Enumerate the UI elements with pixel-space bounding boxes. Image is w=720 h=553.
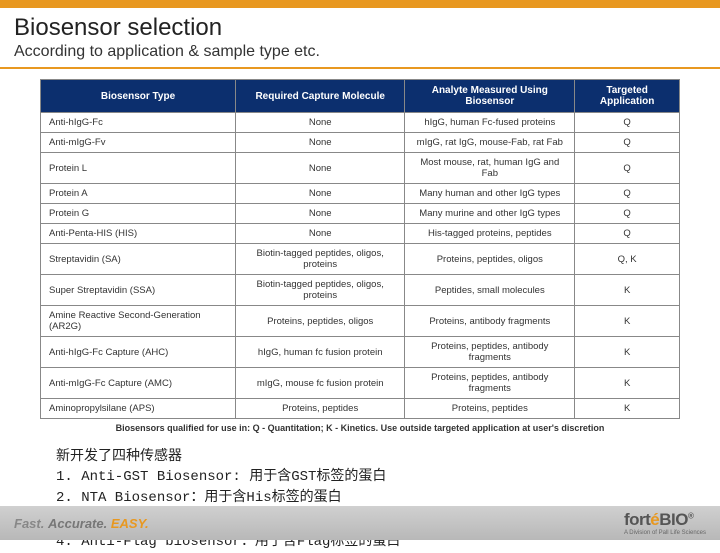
table-cell: None: [236, 204, 405, 224]
table-cell: Amine Reactive Second-Generation (AR2G): [41, 306, 236, 337]
table-row: Streptavidin (SA)Biotin-tagged peptides,…: [41, 244, 680, 275]
header-divider: [0, 67, 720, 69]
col-application: Targeted Application: [575, 80, 680, 113]
table-cell: hIgG, human Fc-fused proteins: [405, 113, 575, 133]
table-cell: K: [575, 368, 680, 399]
table-cell: Anti-hIgG-Fc: [41, 113, 236, 133]
table-cell: Anti-mIgG-Fc Capture (AMC): [41, 368, 236, 399]
table-cell: Proteins, peptides: [405, 399, 575, 419]
table-cell: Proteins, peptides, antibody fragments: [405, 368, 575, 399]
col-analyte: Analyte Measured Using Biosensor: [405, 80, 575, 113]
table-cell: Q: [575, 224, 680, 244]
table-cell: None: [236, 133, 405, 153]
table-cell: Anti-mIgG-Fv: [41, 133, 236, 153]
table-cell: K: [575, 399, 680, 419]
table-cell: Q: [575, 204, 680, 224]
table-caption: Biosensors qualified for use in: Q - Qua…: [40, 423, 680, 433]
table-cell: Q: [575, 133, 680, 153]
table-cell: None: [236, 113, 405, 133]
table-cell: Many murine and other IgG types: [405, 204, 575, 224]
table-cell: Proteins, peptides, antibody fragments: [405, 337, 575, 368]
table-cell: Protein G: [41, 204, 236, 224]
table-cell: Proteins, peptides, oligos: [236, 306, 405, 337]
table-cell: Peptides, small molecules: [405, 275, 575, 306]
logo-pre: fort: [624, 510, 650, 529]
table-cell: Biotin-tagged peptides, oligos, proteins: [236, 244, 405, 275]
table-cell: Super Streptavidin (SSA): [41, 275, 236, 306]
table-row: Anti-hIgG-Fc Capture (AHC)hIgG, human fc…: [41, 337, 680, 368]
footer-bar: Fast. Accurate. EASY. fortéBIO® A Divisi…: [0, 506, 720, 540]
table-cell: Streptavidin (SA): [41, 244, 236, 275]
top-accent-bar: [0, 0, 720, 8]
table-container: Biosensor Type Required Capture Molecule…: [0, 79, 720, 433]
tagline-accurate: Accurate.: [48, 516, 107, 531]
table-row: Anti-hIgG-FcNonehIgG, human Fc-fused pro…: [41, 113, 680, 133]
list-item: 1. Anti-GST Biosensor: 用于含GST标签的蛋白: [56, 467, 664, 489]
table-cell: Anti-hIgG-Fc Capture (AHC): [41, 337, 236, 368]
header: Biosensor selection According to applica…: [0, 8, 720, 64]
table-cell: Most mouse, rat, human IgG and Fab: [405, 153, 575, 184]
table-cell: K: [575, 337, 680, 368]
col-biosensor-type: Biosensor Type: [41, 80, 236, 113]
table-row: Anti-mIgG-Fc Capture (AMC)mIgG, mouse fc…: [41, 368, 680, 399]
table-cell: Protein L: [41, 153, 236, 184]
logo-block: fortéBIO® A Division of Pall Life Scienc…: [624, 510, 706, 536]
table-cell: None: [236, 153, 405, 184]
table-cell: Anti-Penta-HIS (HIS): [41, 224, 236, 244]
page-title: Biosensor selection: [14, 14, 706, 42]
table-header-row: Biosensor Type Required Capture Molecule…: [41, 80, 680, 113]
table-row: Super Streptavidin (SSA)Biotin-tagged pe…: [41, 275, 680, 306]
table-cell: K: [575, 275, 680, 306]
table-cell: None: [236, 184, 405, 204]
table-cell: His-tagged proteins, peptides: [405, 224, 575, 244]
table-cell: Many human and other IgG types: [405, 184, 575, 204]
table-cell: Q: [575, 153, 680, 184]
table-cell: Protein A: [41, 184, 236, 204]
table-cell: K: [575, 306, 680, 337]
table-row: Anti-mIgG-FvNonemIgG, rat IgG, mouse-Fab…: [41, 133, 680, 153]
col-capture-molecule: Required Capture Molecule: [236, 80, 405, 113]
tagline-easy: EASY.: [111, 516, 149, 531]
table-cell: Proteins, antibody fragments: [405, 306, 575, 337]
table-row: Protein GNoneMany murine and other IgG t…: [41, 204, 680, 224]
table-cell: Proteins, peptides, oligos: [405, 244, 575, 275]
tagline-fast: Fast.: [14, 516, 44, 531]
page-subtitle: According to application & sample type e…: [14, 43, 706, 61]
table-cell: Q: [575, 113, 680, 133]
table-cell: mIgG, mouse fc fusion protein: [236, 368, 405, 399]
logo-subtext: A Division of Pall Life Sciences: [624, 530, 706, 536]
table-row: Anti-Penta-HIS (HIS)NoneHis-tagged prote…: [41, 224, 680, 244]
logo-acute: é: [650, 510, 659, 529]
table-cell: Aminopropylsilane (APS): [41, 399, 236, 419]
table-cell: Biotin-tagged peptides, oligos, proteins: [236, 275, 405, 306]
table-cell: mIgG, rat IgG, mouse-Fab, rat Fab: [405, 133, 575, 153]
table-cell: Q, K: [575, 244, 680, 275]
fortebio-logo: fortéBIO®: [624, 510, 693, 529]
tagline: Fast. Accurate. EASY.: [14, 516, 149, 531]
table-row: Protein ANoneMany human and other IgG ty…: [41, 184, 680, 204]
table-row: Amine Reactive Second-Generation (AR2G)P…: [41, 306, 680, 337]
chinese-heading: 新开发了四种传感器: [56, 445, 664, 467]
table-cell: hIgG, human fc fusion protein: [236, 337, 405, 368]
table-row: Aminopropylsilane (APS)Proteins, peptide…: [41, 399, 680, 419]
table-row: Protein LNoneMost mouse, rat, human IgG …: [41, 153, 680, 184]
logo-post: BIO: [659, 510, 688, 529]
table-cell: None: [236, 224, 405, 244]
table-cell: Q: [575, 184, 680, 204]
table-cell: Proteins, peptides: [236, 399, 405, 419]
biosensor-table: Biosensor Type Required Capture Molecule…: [40, 79, 680, 419]
